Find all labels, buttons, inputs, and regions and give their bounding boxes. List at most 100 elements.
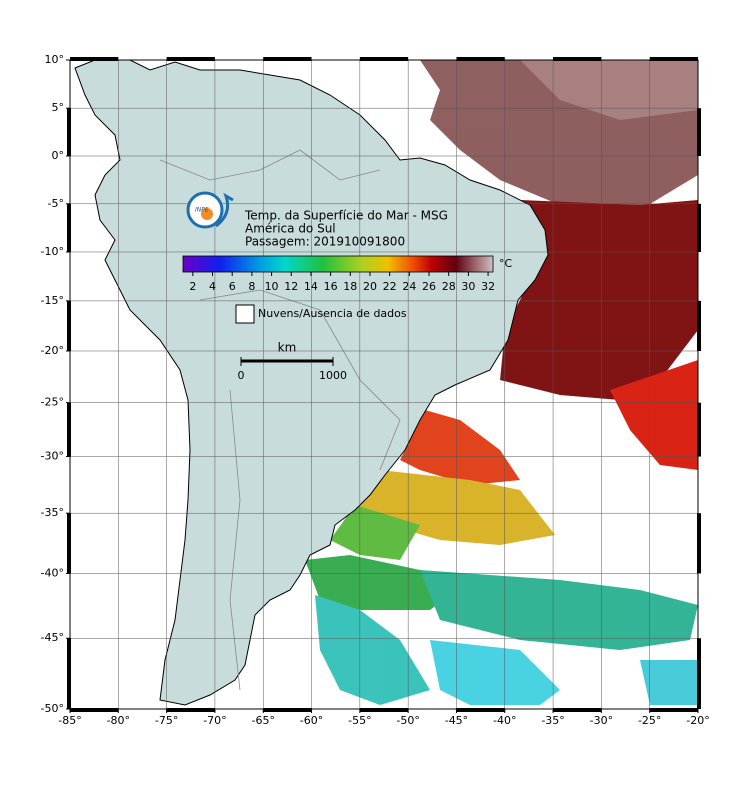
x-tick-label: -75° xyxy=(155,714,178,727)
sst-green-b xyxy=(305,555,470,610)
frame-bar xyxy=(697,513,701,574)
x-tick-label: -55° xyxy=(348,714,371,727)
y-tick-label: 0° xyxy=(52,149,65,162)
legend-swatch xyxy=(235,304,255,324)
colorbar-tick-label: 10 xyxy=(265,280,279,293)
frame-bar xyxy=(67,638,71,709)
logo: INPE xyxy=(186,191,234,229)
frame-bar xyxy=(70,57,119,61)
pass-time: Passagem: 201910091800 xyxy=(245,235,405,249)
colorbar-tick-label: 28 xyxy=(442,280,456,293)
title: Temp. da Superfície do Mar - MSG xyxy=(244,209,448,223)
logo-arrow xyxy=(215,192,234,228)
y-tick-label: -5° xyxy=(48,197,64,210)
colorbar-unit: °C xyxy=(499,257,513,270)
scale-bar: 0 1000 xyxy=(238,357,347,382)
y-tick-label: 10° xyxy=(45,53,65,66)
sst-teal-west xyxy=(315,595,430,705)
y-tick-label: -15° xyxy=(41,294,64,307)
colorbar-tick-label: 14 xyxy=(304,280,318,293)
colorbar-tick-label: 30 xyxy=(461,280,475,293)
colorbar-tick-label: 26 xyxy=(422,280,436,293)
border xyxy=(229,389,241,691)
frame-bar xyxy=(166,708,215,712)
x-tick-label: -30° xyxy=(590,714,613,727)
x-tick-label: -60° xyxy=(300,714,323,727)
logo-sun xyxy=(201,208,213,220)
colorbar-ticks: 2 4 6 8 10 12 14 16 18 20 22 24 26 28 30 32 xyxy=(189,272,495,293)
axis-labels: -85° -80° -75° -70° -65° -60° -55° -50° -45° -40°… xyxy=(41,53,710,727)
scale-unit: km xyxy=(278,341,297,355)
frame-bar xyxy=(697,203,701,252)
colorbar-tick-label: 4 xyxy=(209,280,216,293)
frame-bar xyxy=(456,57,505,61)
colorbar-tick-label: 24 xyxy=(402,280,416,293)
frame-bar xyxy=(70,708,119,712)
frame-bar xyxy=(649,57,698,61)
frame-bar xyxy=(456,708,505,712)
frame-bar xyxy=(263,57,312,61)
frame-bar xyxy=(67,513,71,574)
scale-label: 1000 xyxy=(319,369,347,382)
sst-red-south xyxy=(400,410,520,485)
x-tick-label: -25° xyxy=(638,714,661,727)
legend-text: Nuvens/Ausencia de dados xyxy=(258,307,407,320)
y-tick-label: -40° xyxy=(41,566,64,579)
colorbar-tick-label: 32 xyxy=(481,280,495,293)
frame-bar xyxy=(553,708,602,712)
map-area xyxy=(70,60,698,709)
colorbar-tick-label: 20 xyxy=(363,280,377,293)
sst-pale-north xyxy=(520,60,698,120)
x-tick-label: -45° xyxy=(445,714,468,727)
sst-dark-red xyxy=(500,200,698,400)
colorbar-tick-label: 18 xyxy=(343,280,357,293)
x-tick-label: -40° xyxy=(493,714,516,727)
x-tick-label: -70° xyxy=(203,714,226,727)
x-tick-label: -85° xyxy=(58,714,81,727)
x-tick-label: -35° xyxy=(541,714,564,727)
colorbar-tick-label: 12 xyxy=(284,280,298,293)
x-tick-label: -20° xyxy=(686,714,709,727)
y-tick-label: -25° xyxy=(41,396,64,409)
sst-teal-south xyxy=(420,570,698,650)
frame-bar xyxy=(697,108,701,156)
y-tick-label: -45° xyxy=(41,631,64,644)
x-tick-label: -80° xyxy=(107,714,130,727)
frame-bar xyxy=(697,402,701,457)
frame-bar xyxy=(166,57,215,61)
frame-bar xyxy=(67,203,71,252)
y-tick-label: -20° xyxy=(41,344,64,357)
colorbar xyxy=(182,255,494,273)
frame-bar xyxy=(67,108,71,156)
frame-bar xyxy=(553,57,602,61)
x-tick-label: -65° xyxy=(251,714,274,727)
frame-bar xyxy=(359,57,409,61)
x-tick-label: -50° xyxy=(396,714,419,727)
sst-field xyxy=(305,60,698,705)
scale-label: 0 xyxy=(238,369,245,382)
border xyxy=(159,149,381,181)
sst-green-a xyxy=(330,505,420,560)
colorbar-tick-label: 22 xyxy=(383,280,397,293)
grid xyxy=(70,60,698,709)
frame-bar xyxy=(697,300,701,351)
logo-text: INPE xyxy=(195,207,209,214)
frame-bar xyxy=(359,708,409,712)
frame-bar xyxy=(697,638,701,709)
y-tick-label: -35° xyxy=(41,506,64,519)
y-tick-label: 5° xyxy=(52,101,65,114)
colorbar-tick-label: 8 xyxy=(248,280,255,293)
frame-bar xyxy=(649,708,698,712)
sst-cyan xyxy=(430,640,560,705)
y-tick-label: -30° xyxy=(41,450,64,463)
frame-bars xyxy=(67,57,701,712)
frame-bar xyxy=(67,300,71,351)
colorbar-tick-label: 2 xyxy=(189,280,196,293)
region: América do Sul xyxy=(245,222,336,236)
sst-cyan-east xyxy=(640,660,698,705)
frame-bar xyxy=(263,708,312,712)
frame-bar xyxy=(67,402,71,457)
y-tick-label: -10° xyxy=(41,245,64,258)
y-tick-label: -50° xyxy=(41,702,64,715)
